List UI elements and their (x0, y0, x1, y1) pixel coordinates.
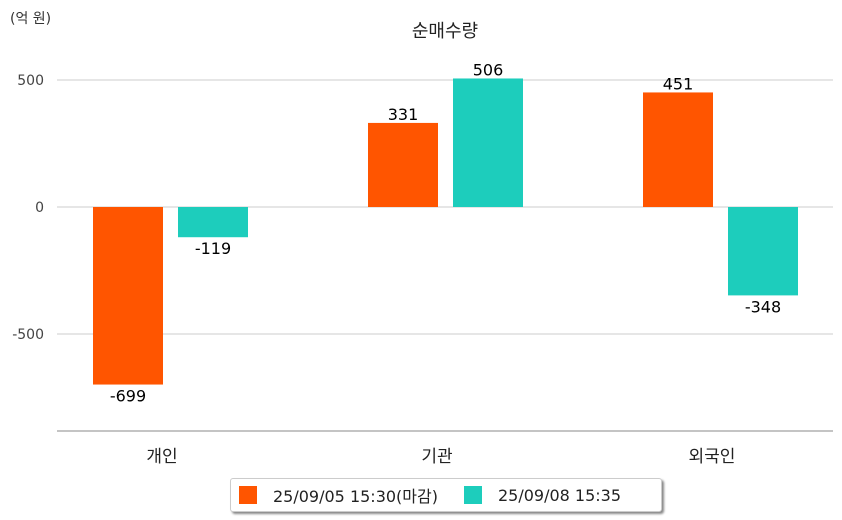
legend-swatch-0 (239, 486, 257, 504)
x-tick-label: 외국인 (689, 447, 736, 467)
unit-label: (억 원) (10, 11, 51, 27)
x-tick-label: 기관 (421, 447, 452, 467)
bar (178, 207, 248, 238)
data-label: -699 (110, 387, 146, 406)
bar (453, 78, 523, 207)
y-tick-label: 0 (35, 200, 44, 216)
bar (93, 207, 163, 385)
data-label: 506 (473, 60, 504, 79)
data-label: -119 (195, 239, 231, 258)
x-tick-label: 개인 (146, 447, 177, 467)
y-tick-label: 500 (17, 73, 44, 89)
data-label: -348 (745, 297, 781, 316)
legend: 25/09/05 15:30(마감) 25/09/08 15:35 (230, 478, 662, 512)
legend-label-1: 25/09/08 15:35 (497, 485, 622, 505)
legend-item-1[interactable]: 25/09/08 15:35 (463, 485, 622, 505)
data-label: 331 (388, 105, 419, 124)
chart-title: 순매수량 (412, 21, 478, 42)
bar (728, 207, 798, 296)
bar (368, 122, 438, 207)
legend-item-0[interactable]: 25/09/05 15:30(마감) (239, 483, 438, 507)
legend-label-0: 25/09/05 15:30(마감) (273, 487, 438, 506)
data-label: 451 (663, 74, 694, 93)
y-tick-label: -500 (12, 327, 44, 343)
legend-swatch-1 (463, 486, 482, 504)
bar (643, 92, 713, 207)
